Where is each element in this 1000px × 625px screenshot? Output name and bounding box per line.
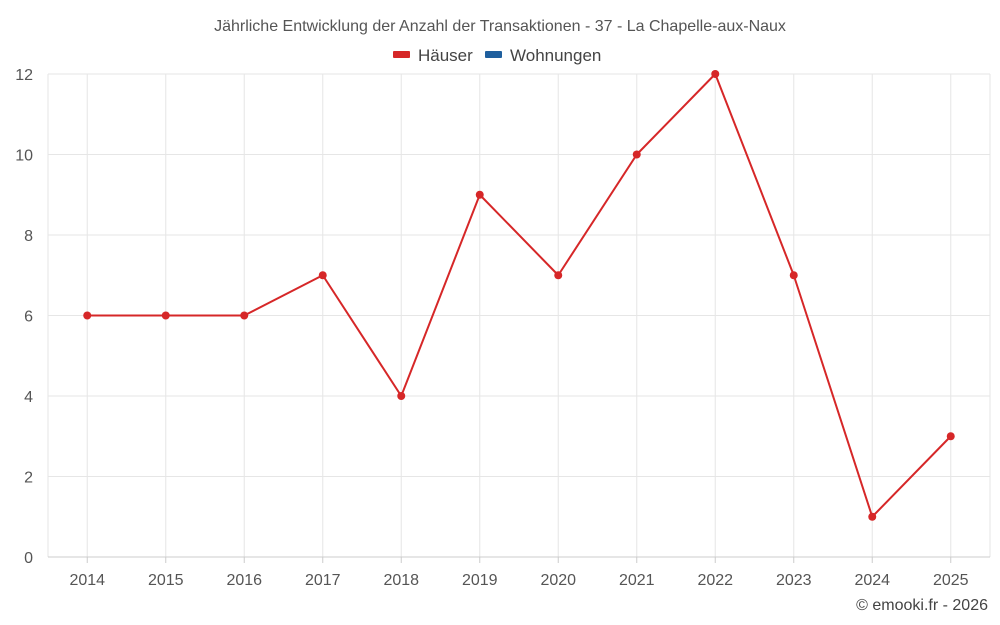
- data-point[interactable]: [789, 271, 798, 280]
- x-tick-label: 2020: [540, 572, 576, 589]
- legend-swatch-wohnungen: [485, 51, 502, 58]
- x-tick-label: 2014: [69, 572, 105, 589]
- data-point[interactable]: [161, 311, 170, 320]
- data-point[interactable]: [711, 70, 720, 78]
- data-point[interactable]: [240, 311, 249, 320]
- data-point[interactable]: [83, 311, 92, 320]
- legend-swatch-haeuser: [393, 51, 410, 58]
- x-tick-label: 2019: [462, 572, 498, 589]
- y-tick-label: 10: [15, 148, 33, 165]
- data-point[interactable]: [554, 271, 563, 280]
- series-haeuser: [83, 70, 955, 521]
- x-tick-label: 2016: [226, 572, 262, 589]
- data-point[interactable]: [475, 190, 484, 199]
- legend-item-haeuser[interactable]: Häuser: [393, 46, 473, 65]
- y-tick-label: 6: [24, 309, 33, 326]
- data-point[interactable]: [397, 392, 406, 400]
- grid: [47, 73, 991, 557]
- x-tick-label: 2024: [854, 572, 890, 589]
- legend: Häuser Wohnungen: [393, 46, 601, 65]
- data-point[interactable]: [632, 150, 641, 159]
- y-tick-label: 0: [24, 550, 33, 567]
- x-tick-label: 2022: [697, 572, 733, 589]
- legend-item-wohnungen[interactable]: Wohnungen: [485, 46, 601, 65]
- y-tick-label: 8: [24, 228, 33, 245]
- y-tick-label: 12: [15, 67, 33, 84]
- y-tick-label: 2: [24, 470, 33, 487]
- series-line: [87, 73, 952, 518]
- axes: 0 2 4 6 8 10 12 2014 2015 2016 2017 2018 2019 2020 202…: [15, 67, 990, 589]
- x-tick-label: 2017: [305, 572, 341, 589]
- credit-text: © emooki.fr - 2026: [856, 597, 988, 614]
- x-tick-label: 2025: [933, 572, 969, 589]
- y-tick-label: 4: [24, 389, 33, 406]
- x-tick-label: 2015: [148, 572, 184, 589]
- legend-label-haeuser: Häuser: [418, 46, 473, 65]
- data-point[interactable]: [868, 512, 877, 521]
- x-tick-label: 2023: [776, 572, 812, 589]
- legend-label-wohnungen: Wohnungen: [510, 46, 601, 65]
- data-point[interactable]: [946, 432, 955, 441]
- data-point[interactable]: [318, 271, 327, 280]
- chart-title: Jährliche Entwicklung der Anzahl der Tra…: [214, 18, 786, 35]
- x-tick-label: 2021: [619, 572, 655, 589]
- x-tick-label: 2018: [383, 572, 419, 589]
